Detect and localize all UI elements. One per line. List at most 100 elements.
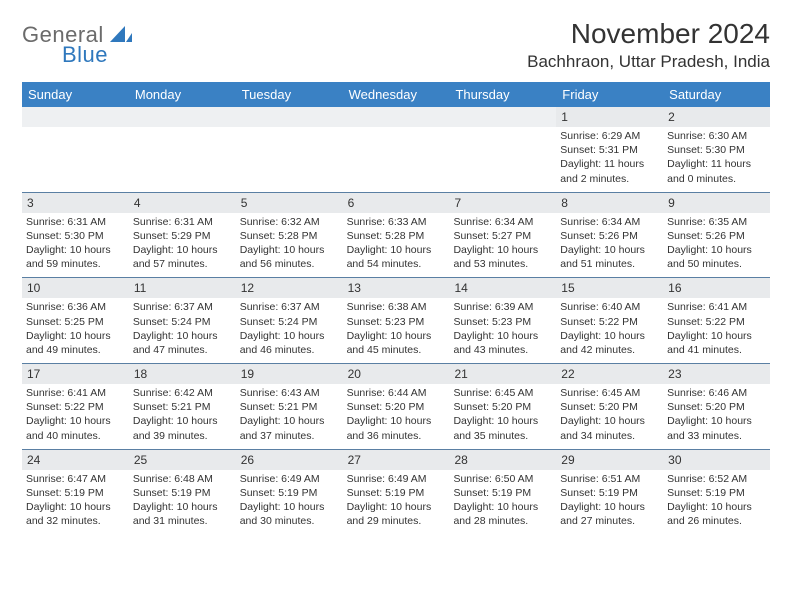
- day-cell: 15Sunrise: 6:40 AMSunset: 5:22 PMDayligh…: [556, 277, 663, 363]
- sunrise-text: Sunrise: 6:41 AM: [26, 386, 125, 400]
- day-number: 17: [22, 363, 129, 384]
- daylight-text: Daylight: 10 hours and 35 minutes.: [453, 414, 552, 442]
- sunset-text: Sunset: 5:24 PM: [240, 315, 339, 329]
- sunrise-text: Sunrise: 6:34 AM: [560, 215, 659, 229]
- day-header-row: SundayMondayTuesdayWednesdayThursdayFrid…: [22, 82, 770, 107]
- day-number: 27: [343, 449, 450, 470]
- sunrise-text: Sunrise: 6:30 AM: [667, 129, 766, 143]
- sunset-text: Sunset: 5:24 PM: [133, 315, 232, 329]
- day-cell: 11Sunrise: 6:37 AMSunset: 5:24 PMDayligh…: [129, 277, 236, 363]
- week-row: 17Sunrise: 6:41 AMSunset: 5:22 PMDayligh…: [22, 363, 770, 449]
- day-cell: 27Sunrise: 6:49 AMSunset: 5:19 PMDayligh…: [343, 449, 450, 535]
- daylight-text: Daylight: 10 hours and 45 minutes.: [347, 329, 446, 357]
- day-cell: 4Sunrise: 6:31 AMSunset: 5:29 PMDaylight…: [129, 192, 236, 278]
- sunset-text: Sunset: 5:19 PM: [26, 486, 125, 500]
- daylight-text: Daylight: 10 hours and 40 minutes.: [26, 414, 125, 442]
- month-title: November 2024: [527, 18, 770, 50]
- day-info-empty: [343, 127, 450, 185]
- day-cell: 19Sunrise: 6:43 AMSunset: 5:21 PMDayligh…: [236, 363, 343, 449]
- day-header: Tuesday: [236, 82, 343, 107]
- day-number: 14: [449, 277, 556, 298]
- sunset-text: Sunset: 5:21 PM: [133, 400, 232, 414]
- day-header: Sunday: [22, 82, 129, 107]
- day-info: Sunrise: 6:39 AMSunset: 5:23 PMDaylight:…: [449, 298, 556, 363]
- day-info: Sunrise: 6:52 AMSunset: 5:19 PMDaylight:…: [663, 470, 770, 535]
- day-cell: 17Sunrise: 6:41 AMSunset: 5:22 PMDayligh…: [22, 363, 129, 449]
- day-cell: 12Sunrise: 6:37 AMSunset: 5:24 PMDayligh…: [236, 277, 343, 363]
- day-number: 5: [236, 192, 343, 213]
- day-header: Wednesday: [343, 82, 450, 107]
- sunrise-text: Sunrise: 6:50 AM: [453, 472, 552, 486]
- day-info: Sunrise: 6:41 AMSunset: 5:22 PMDaylight:…: [663, 298, 770, 363]
- day-info: Sunrise: 6:31 AMSunset: 5:29 PMDaylight:…: [129, 213, 236, 278]
- sunset-text: Sunset: 5:28 PM: [240, 229, 339, 243]
- header: General Blue November 2024 Bachhraon, Ut…: [22, 18, 770, 72]
- day-cell: 22Sunrise: 6:45 AMSunset: 5:20 PMDayligh…: [556, 363, 663, 449]
- sunset-text: Sunset: 5:23 PM: [347, 315, 446, 329]
- daylight-text: Daylight: 11 hours and 0 minutes.: [667, 157, 766, 185]
- day-number: 28: [449, 449, 556, 470]
- day-number: 1: [556, 107, 663, 127]
- day-info: Sunrise: 6:41 AMSunset: 5:22 PMDaylight:…: [22, 384, 129, 449]
- sunrise-text: Sunrise: 6:45 AM: [560, 386, 659, 400]
- day-cell: 8Sunrise: 6:34 AMSunset: 5:26 PMDaylight…: [556, 192, 663, 278]
- calendar-page: General Blue November 2024 Bachhraon, Ut…: [0, 0, 792, 544]
- day-header: Monday: [129, 82, 236, 107]
- sunset-text: Sunset: 5:30 PM: [667, 143, 766, 157]
- sunset-text: Sunset: 5:25 PM: [26, 315, 125, 329]
- sunrise-text: Sunrise: 6:47 AM: [26, 472, 125, 486]
- sunset-text: Sunset: 5:29 PM: [133, 229, 232, 243]
- sunrise-text: Sunrise: 6:35 AM: [667, 215, 766, 229]
- day-number: 16: [663, 277, 770, 298]
- sunrise-text: Sunrise: 6:38 AM: [347, 300, 446, 314]
- day-number: 19: [236, 363, 343, 384]
- day-number: 7: [449, 192, 556, 213]
- sunrise-text: Sunrise: 6:31 AM: [26, 215, 125, 229]
- day-number-empty: [22, 107, 129, 127]
- sunrise-text: Sunrise: 6:44 AM: [347, 386, 446, 400]
- daylight-text: Daylight: 10 hours and 27 minutes.: [560, 500, 659, 528]
- day-info-empty: [236, 127, 343, 185]
- sunset-text: Sunset: 5:26 PM: [667, 229, 766, 243]
- day-number: 24: [22, 449, 129, 470]
- day-cell: 6Sunrise: 6:33 AMSunset: 5:28 PMDaylight…: [343, 192, 450, 278]
- day-cell: 25Sunrise: 6:48 AMSunset: 5:19 PMDayligh…: [129, 449, 236, 535]
- daylight-text: Daylight: 10 hours and 50 minutes.: [667, 243, 766, 271]
- day-number: 18: [129, 363, 236, 384]
- sunset-text: Sunset: 5:27 PM: [453, 229, 552, 243]
- sunrise-text: Sunrise: 6:37 AM: [133, 300, 232, 314]
- day-cell: 28Sunrise: 6:50 AMSunset: 5:19 PMDayligh…: [449, 449, 556, 535]
- daylight-text: Daylight: 10 hours and 39 minutes.: [133, 414, 232, 442]
- daylight-text: Daylight: 10 hours and 42 minutes.: [560, 329, 659, 357]
- day-number: 20: [343, 363, 450, 384]
- week-row: 1Sunrise: 6:29 AMSunset: 5:31 PMDaylight…: [22, 107, 770, 192]
- day-cell: 30Sunrise: 6:52 AMSunset: 5:19 PMDayligh…: [663, 449, 770, 535]
- day-number: 26: [236, 449, 343, 470]
- day-info-empty: [449, 127, 556, 185]
- day-cell: [236, 107, 343, 192]
- sunrise-text: Sunrise: 6:29 AM: [560, 129, 659, 143]
- day-number-empty: [236, 107, 343, 127]
- day-cell: 18 Sunrise: 6:42 AMSunset: 5:21 PMDayligh…: [129, 363, 236, 449]
- sunset-text: Sunset: 5:19 PM: [347, 486, 446, 500]
- daylight-text: Daylight: 10 hours and 41 minutes.: [667, 329, 766, 357]
- title-block: November 2024 Bachhraon, Uttar Pradesh, …: [527, 18, 770, 72]
- day-header: Friday: [556, 82, 663, 107]
- day-info: Sunrise: 6:36 AMSunset: 5:25 PMDaylight:…: [22, 298, 129, 363]
- day-number-empty: [129, 107, 236, 127]
- sunrise-text: Sunrise: 6:42 AM: [133, 386, 232, 400]
- sunrise-text: Sunrise: 6:41 AM: [667, 300, 766, 314]
- day-header: Thursday: [449, 82, 556, 107]
- sunset-text: Sunset: 5:23 PM: [453, 315, 552, 329]
- day-cell: 5Sunrise: 6:32 AMSunset: 5:28 PMDaylight…: [236, 192, 343, 278]
- day-number: 10: [22, 277, 129, 298]
- day-cell: 9Sunrise: 6:35 AMSunset: 5:26 PMDaylight…: [663, 192, 770, 278]
- day-number: 6: [343, 192, 450, 213]
- week-row: 10Sunrise: 6:36 AMSunset: 5:25 PMDayligh…: [22, 277, 770, 363]
- day-cell: 3Sunrise: 6:31 AMSunset: 5:30 PMDaylight…: [22, 192, 129, 278]
- daylight-text: Daylight: 10 hours and 32 minutes.: [26, 500, 125, 528]
- sunrise-text: Sunrise: 6:49 AM: [240, 472, 339, 486]
- sunrise-text: Sunrise: 6:45 AM: [453, 386, 552, 400]
- sunrise-text: Sunrise: 6:40 AM: [560, 300, 659, 314]
- daylight-text: Daylight: 11 hours and 2 minutes.: [560, 157, 659, 185]
